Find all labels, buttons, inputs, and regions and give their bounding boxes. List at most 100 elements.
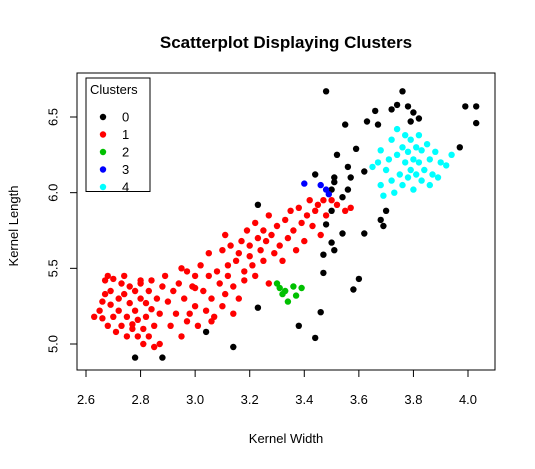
data-point <box>377 181 384 189</box>
legend-marker <box>99 113 107 121</box>
data-point <box>254 304 262 311</box>
data-point <box>339 194 346 201</box>
data-point <box>121 290 128 298</box>
data-point <box>415 115 423 122</box>
data-point <box>170 287 177 295</box>
data-point <box>290 283 297 290</box>
data-points <box>91 88 480 361</box>
data-point <box>331 178 338 186</box>
data-point <box>317 231 324 239</box>
data-point <box>208 295 215 302</box>
data-point <box>388 177 395 184</box>
data-point <box>426 156 433 163</box>
data-point <box>404 174 412 181</box>
data-point <box>156 310 163 317</box>
data-point <box>183 268 191 275</box>
data-point <box>423 141 431 148</box>
data-point <box>129 325 136 333</box>
x-tick-label: 2.6 <box>77 392 95 407</box>
data-point <box>347 204 354 211</box>
data-point <box>202 307 210 314</box>
data-point <box>222 290 229 298</box>
data-point <box>391 189 398 196</box>
data-point <box>145 287 152 295</box>
data-point <box>361 168 368 175</box>
data-point <box>380 222 387 230</box>
data-point <box>276 242 283 249</box>
legend-marker <box>99 166 107 173</box>
data-point <box>369 163 376 171</box>
data-point <box>235 250 242 257</box>
data-point <box>399 144 406 151</box>
data-point <box>415 159 423 166</box>
data-point <box>202 328 210 336</box>
data-point <box>271 250 278 257</box>
x-tick-label: 3.8 <box>404 392 422 407</box>
data-point <box>112 328 120 336</box>
data-point <box>292 292 300 299</box>
data-point <box>148 306 155 313</box>
data-point <box>380 192 387 199</box>
data-point <box>298 284 305 292</box>
data-point <box>115 307 122 314</box>
data-point <box>306 197 313 204</box>
data-point <box>399 181 406 189</box>
data-point <box>320 269 327 277</box>
data-point <box>377 216 384 224</box>
data-point <box>142 313 150 320</box>
data-point <box>393 151 401 158</box>
data-point <box>350 286 357 293</box>
data-point <box>432 148 439 155</box>
series-0 <box>131 88 480 361</box>
data-point <box>101 290 109 298</box>
data-point <box>377 147 384 154</box>
data-point <box>418 147 425 154</box>
data-point <box>295 322 302 329</box>
data-point <box>126 283 133 290</box>
data-point <box>429 171 436 178</box>
data-point <box>361 230 368 237</box>
data-point <box>148 277 155 284</box>
data-point <box>197 262 204 269</box>
data-point <box>437 159 444 166</box>
data-point <box>363 118 371 125</box>
data-point <box>107 301 114 308</box>
data-point <box>254 201 262 208</box>
data-point <box>104 272 112 280</box>
data-point <box>374 121 382 128</box>
data-point <box>265 280 272 287</box>
data-point <box>126 299 133 307</box>
data-point <box>312 171 319 178</box>
data-point <box>287 207 294 214</box>
data-point <box>230 283 237 290</box>
data-point <box>200 287 207 295</box>
data-point <box>282 216 289 224</box>
data-point <box>183 318 191 325</box>
data-point <box>407 166 414 174</box>
data-point <box>191 284 199 292</box>
data-point <box>265 212 272 219</box>
data-point <box>159 283 166 290</box>
data-point <box>129 321 136 328</box>
data-point <box>347 174 354 181</box>
x-tick-label: 3.2 <box>241 392 259 407</box>
legend-box <box>85 77 151 192</box>
x-axis: 2.6 2.8 3.0 3.2 3.4 3.6 3.8 4.0 <box>77 369 477 407</box>
data-point <box>205 272 212 280</box>
data-point <box>339 230 346 237</box>
data-point <box>309 222 316 230</box>
data-point <box>172 310 180 317</box>
legend-marker <box>99 183 107 191</box>
data-point <box>413 144 420 151</box>
data-point <box>145 333 152 340</box>
data-point <box>448 151 455 158</box>
data-point <box>333 201 341 208</box>
data-point <box>342 121 349 128</box>
data-point <box>167 322 174 329</box>
data-point <box>205 250 212 257</box>
x-axis-label: Kernel Width <box>249 431 323 446</box>
data-point <box>415 132 423 139</box>
legend-marker <box>99 148 107 156</box>
data-point <box>317 309 324 316</box>
